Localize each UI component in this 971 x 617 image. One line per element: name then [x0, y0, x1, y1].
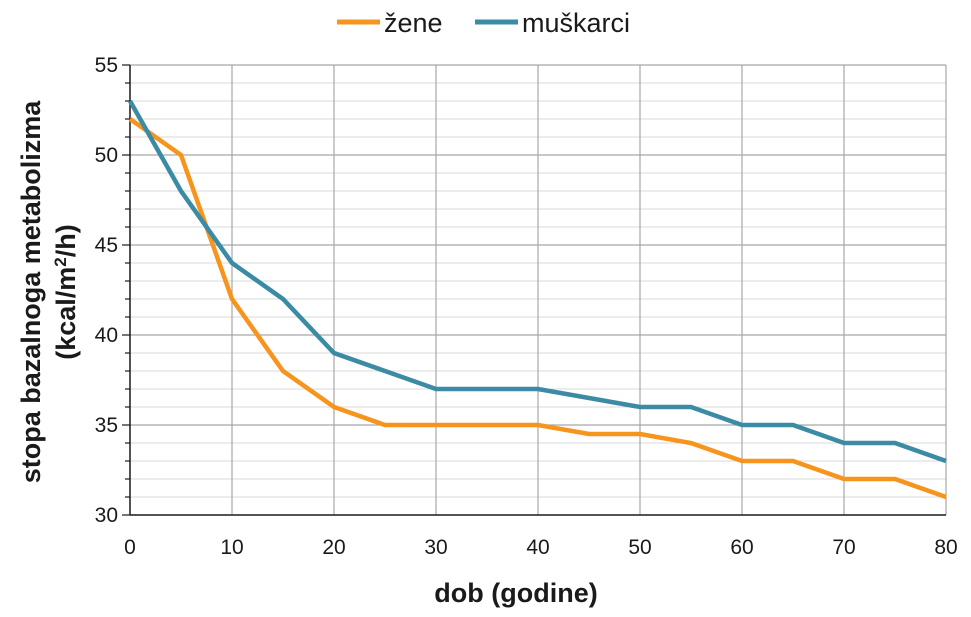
x-tick-label: 50 [628, 536, 651, 559]
y-axis-title-line1: stopa bazalnoga metabolizma [16, 100, 46, 484]
y-axis-title-unit-sup: 2 [51, 257, 70, 266]
y-tick-label: 45 [95, 234, 118, 257]
x-tick-label: 20 [322, 536, 345, 559]
x-tick-label: 0 [124, 536, 136, 559]
major-gridlines [130, 64, 947, 515]
legend-label-zene: žene [384, 8, 443, 38]
legend-label-muskarci: muškarci [522, 8, 630, 38]
tick-labels: 30 35 40 45 50 55 0 10 20 30 40 50 60 70 80 [95, 54, 958, 559]
y-axis-title-unit-suffix: /h) [51, 224, 81, 257]
x-tick-label: 70 [832, 536, 855, 559]
axes [122, 64, 946, 516]
x-tick-label: 60 [730, 536, 753, 559]
legend: žene muškarci [337, 8, 630, 38]
y-axis-title-line2: (kcal/m2/h) [51, 224, 82, 360]
y-tick-label: 55 [95, 54, 118, 77]
y-tick-label: 30 [95, 504, 118, 527]
x-tick-label: 10 [220, 536, 243, 559]
x-tick-label: 80 [934, 536, 957, 559]
x-tick-label: 40 [526, 536, 549, 559]
x-axis-title: dob (godine) [434, 578, 597, 608]
y-tick-label: 40 [95, 324, 118, 347]
y-axis-title: stopa bazalnoga metabolizma (kcal/m2/h) [16, 100, 81, 484]
series-line-zene [128, 117, 947, 500]
series-layer [128, 99, 947, 500]
x-tick-label: 30 [424, 536, 447, 559]
y-tick-label: 50 [95, 144, 118, 167]
y-axis-title-unit-prefix: (kcal/m [51, 267, 81, 360]
series-line-muskarci [128, 99, 947, 464]
y-tick-label: 35 [95, 414, 118, 437]
